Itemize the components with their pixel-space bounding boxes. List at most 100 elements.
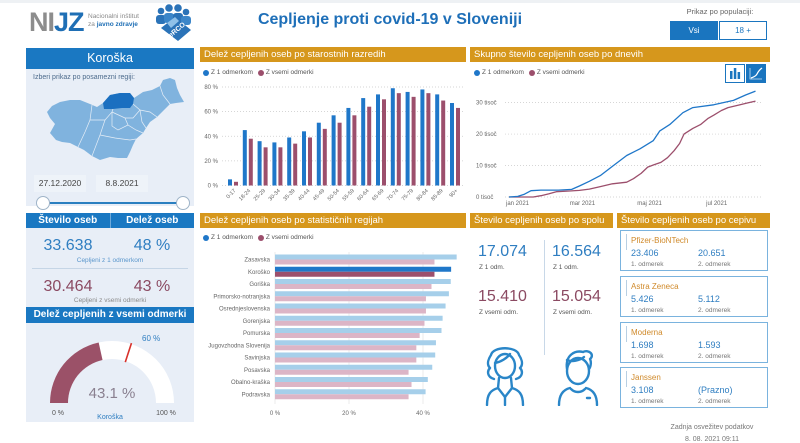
bar-dose1-35-39[interactable]: [287, 137, 292, 186]
bar-dose1-Savinjska[interactable]: [275, 352, 436, 358]
bar-dose2-0-17[interactable]: [234, 181, 238, 186]
bar-dose2-Gorenjska[interactable]: [275, 320, 425, 326]
bar-dose1-55-59[interactable]: [346, 107, 351, 186]
slovenia-region-map[interactable]: [26, 69, 194, 173]
gender-divider: [544, 240, 545, 355]
bar-dose2-Obalno-kraška[interactable]: [275, 382, 412, 387]
y-tick-label: 30 tisoč: [476, 101, 497, 107]
bar-dose2-65-69[interactable]: [382, 99, 386, 186]
bar-dose2-90+[interactable]: [456, 107, 460, 186]
bar-dose1-90+[interactable]: [450, 103, 454, 186]
bar-dose2-85-89[interactable]: [441, 100, 446, 186]
bar-dose2-80-84[interactable]: [426, 93, 431, 186]
bar-dose1-60-64[interactable]: [361, 98, 366, 186]
bar-dose1-65-69[interactable]: [376, 94, 380, 186]
age-bar-chart: 0 % 20 % 40 % 60 % 80 % 0-17 18-24 25-29 30-34 35…: [204, 85, 463, 202]
bar-dose2-Zasavska[interactable]: [275, 259, 435, 265]
date-range-slider-track[interactable]: [43, 202, 183, 204]
bar-dose1-Posavska[interactable]: [275, 364, 433, 370]
bar-dose1-85-89[interactable]: [435, 94, 440, 186]
bar-dose2-35-39[interactable]: [293, 143, 298, 186]
bar-dose1-18-24[interactable]: [242, 130, 247, 186]
bar-dose1-Osrednjeslovenska[interactable]: [275, 303, 446, 309]
bar-dose2-25-29[interactable]: [263, 147, 268, 186]
bar-dose2-Primorsko-notranjska[interactable]: [275, 296, 426, 302]
legend-label-dose2[interactable]: Z vsemi odmerki: [265, 69, 314, 76]
gauge-target-label: 60 %: [142, 334, 160, 343]
bar-dose1-Goriška[interactable]: [275, 279, 451, 284]
bar-dose1-45-49[interactable]: [316, 122, 321, 186]
date-range-start-handle[interactable]: [36, 196, 50, 210]
line-series-dose1[interactable]: [508, 90, 756, 198]
legend-label-dose2[interactable]: Z vsemi odmerki: [265, 234, 314, 241]
bar-dose2-Posavska[interactable]: [275, 369, 409, 375]
bar-dose2-Savinjska[interactable]: [275, 357, 417, 363]
bar-dose1-Pomurska[interactable]: [275, 328, 442, 333]
bar-dose2-60-64[interactable]: [367, 106, 372, 186]
x-tick-label: 40-44: [297, 188, 311, 202]
date-end-field[interactable]: 8.8.2021: [96, 175, 148, 192]
y-category-label: Zasavska: [244, 258, 270, 264]
bar-dose1-0-17[interactable]: [228, 179, 232, 186]
legend-label-dose1[interactable]: Z 1 odmerkom: [211, 234, 253, 241]
bar-dose1-80-84[interactable]: [420, 89, 425, 186]
legend-label-dose1[interactable]: Z 1 odmerkom: [482, 69, 524, 76]
population-label: Prikaz po populaciji:: [686, 7, 754, 16]
bar-dose2-Koroško[interactable]: [275, 271, 435, 277]
bar-dose1-70-74[interactable]: [390, 88, 395, 186]
bar-dose1-Gorenjska[interactable]: [275, 315, 443, 321]
dose2-label: 2. odmerek: [698, 261, 731, 268]
bar-dose2-Podravska[interactable]: [275, 394, 409, 400]
bar-dose1-25-29[interactable]: [257, 141, 262, 186]
bar-dose1-Koroško[interactable]: [275, 266, 452, 272]
bar-dose2-Jugovzhodna Slovenija[interactable]: [275, 345, 417, 351]
bar-dose1-75-79[interactable]: [405, 91, 410, 186]
date-range-end-handle[interactable]: [176, 196, 190, 210]
bar-dose2-50-54[interactable]: [337, 122, 342, 186]
bar-dose1-Zasavska[interactable]: [275, 254, 457, 260]
dose1-label: 1. odmerek: [631, 353, 664, 360]
bar-dose2-18-24[interactable]: [248, 138, 253, 186]
gender-title: Število cepljenih oseb po spolu: [470, 213, 613, 228]
bar-dose1-30-34[interactable]: [272, 142, 277, 186]
gauge-target-marker: [124, 342, 133, 363]
bar-dose1-Jugovzhodna Slovenija[interactable]: [275, 340, 436, 346]
line-series-dose2[interactable]: [509, 100, 756, 198]
legend-label-dose2[interactable]: Z vsemi odmerki: [536, 69, 585, 76]
bar-dose2-45-49[interactable]: [322, 128, 327, 186]
legend-label-dose1[interactable]: Z 1 odmerkom: [211, 69, 253, 76]
bar-view-toggle-button[interactable]: [725, 64, 745, 83]
bar-dose2-40-44[interactable]: [308, 137, 312, 186]
gauge-max-label: 100 %: [156, 410, 176, 417]
bar-dose2-Pomurska[interactable]: [275, 333, 420, 338]
bar-dose2-75-79[interactable]: [411, 96, 416, 186]
logo-subtitle-line2: za javno zdravje: [88, 21, 139, 29]
bar-dose1-Podravska[interactable]: [275, 389, 426, 395]
map-region-koroska[interactable]: [103, 93, 134, 109]
y-category-label: Jugovzhodna Slovenija: [208, 343, 270, 349]
y-tick-label: 10 tisoč: [476, 164, 497, 170]
bar-dose2-Osrednjeslovenska[interactable]: [275, 308, 426, 314]
map-region-other[interactable]: [47, 78, 184, 160]
date-start-field[interactable]: 27.12.2020: [34, 175, 86, 192]
dose2-label: 2. odmerek: [698, 307, 731, 314]
bar-dose2-Goriška[interactable]: [275, 284, 432, 289]
population-all-button[interactable]: Vsi: [670, 21, 718, 40]
x-tick-label: jan 2021: [505, 201, 530, 207]
bar-dose1-40-44[interactable]: [302, 131, 306, 186]
first-dose-count: 33.638: [43, 237, 93, 254]
dose1-count: 5.426: [631, 294, 654, 304]
bar-dose1-Obalno-kraška[interactable]: [275, 377, 428, 382]
bar-dose2-30-34[interactable]: [278, 147, 283, 186]
top-divider: [0, 0, 800, 3]
vaccine-name: Moderna: [631, 328, 663, 337]
bar-dose1-50-54[interactable]: [331, 115, 336, 186]
legend-dot-dose2: [257, 69, 264, 76]
bar-dose2-55-59[interactable]: [352, 115, 357, 186]
bar-dose2-70-74[interactable]: [396, 93, 401, 186]
line-view-toggle-button[interactable]: [746, 64, 766, 83]
population-18plus-button[interactable]: 18 +: [719, 21, 767, 40]
female-all-doses-label: Z vsemi odm.: [479, 309, 519, 316]
all-doses-label: Cepljeni z vsemi odmerki: [73, 297, 147, 304]
bar-dose1-Primorsko-notranjska[interactable]: [275, 291, 449, 297]
